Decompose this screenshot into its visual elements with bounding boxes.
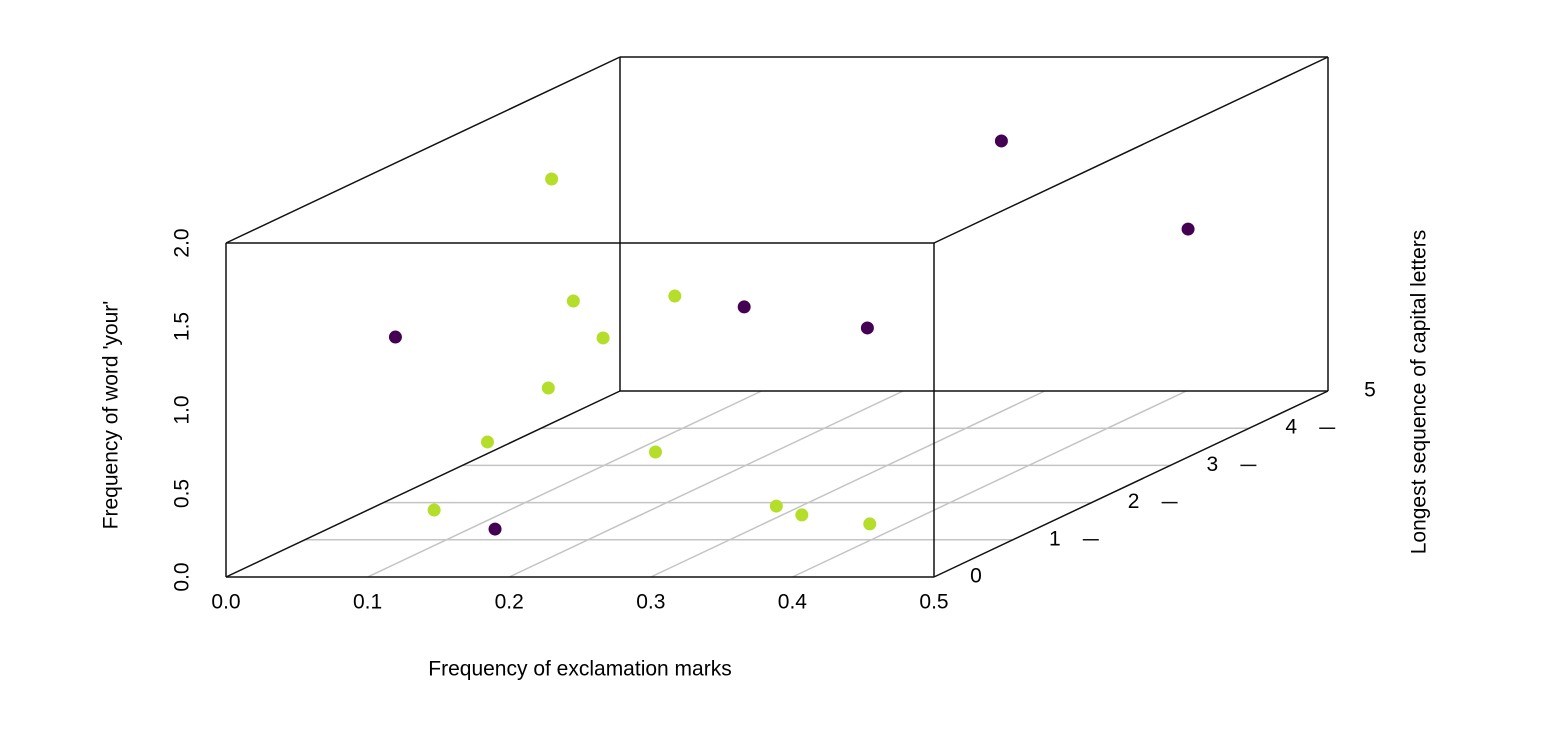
z-tick-label: 1.5 — [171, 312, 194, 341]
x-axis-label: Frequency of exclamation marks — [428, 658, 731, 681]
x-tick-label: 0.1 — [353, 591, 382, 614]
data-point — [795, 508, 809, 522]
y-axis-label: Longest sequence of capital letters — [1408, 230, 1431, 555]
data-point — [388, 330, 402, 344]
data-point — [488, 522, 502, 536]
x-tick-label: 0.0 — [211, 591, 240, 614]
x-tick-label: 0.2 — [495, 591, 524, 614]
data-point — [427, 503, 441, 517]
grid-line — [792, 390, 1187, 578]
box-edge — [225, 390, 621, 578]
z-tick-label: 0.5 — [171, 479, 194, 508]
x-tick-label: 0.5 — [919, 591, 948, 614]
box-edge — [225, 56, 621, 244]
z-tick-label: 0.0 — [171, 562, 194, 591]
x-tick-label: 0.3 — [636, 591, 665, 614]
data-point — [566, 294, 580, 308]
x-tick-label: 0.4 — [778, 591, 808, 614]
data-point — [769, 499, 783, 513]
y-tick-label: 0 — [970, 565, 982, 588]
data-point — [668, 289, 682, 303]
data-point — [994, 134, 1008, 148]
box-edge — [933, 56, 1329, 244]
y-tick-label: 2 — [1128, 490, 1140, 513]
y-tick-label: 5 — [1364, 379, 1376, 402]
z-tick-label: 2.0 — [171, 228, 194, 257]
data-point — [737, 300, 751, 314]
box-edge — [933, 390, 1329, 578]
data-point — [860, 321, 874, 335]
y-tick-label: 1 — [1049, 527, 1061, 550]
z-axis-label: Frequency of word 'your' — [100, 301, 123, 530]
y-tick-label: 4 — [1285, 416, 1297, 439]
data-point — [541, 381, 555, 395]
z-tick-label: 1.0 — [171, 395, 194, 424]
y-tick-label: 3 — [1207, 453, 1219, 476]
grid-line — [367, 390, 762, 578]
data-point — [596, 331, 610, 345]
grid-line — [508, 390, 904, 578]
data-point — [1181, 222, 1195, 236]
data-point — [480, 435, 494, 449]
data-point — [545, 172, 559, 186]
data-point — [863, 517, 877, 531]
grid-line — [650, 390, 1046, 578]
data-point — [648, 445, 662, 459]
